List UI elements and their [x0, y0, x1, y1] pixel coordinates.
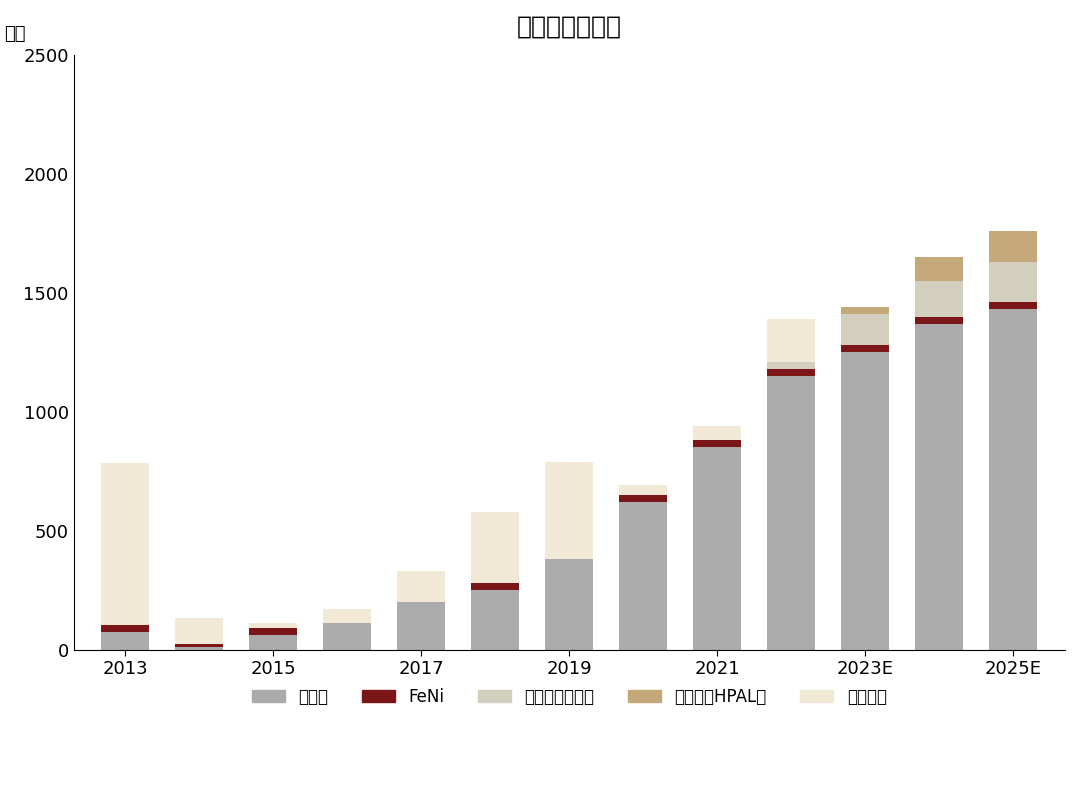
Bar — [471, 583, 519, 590]
Bar — [619, 502, 667, 649]
Bar — [767, 369, 815, 376]
Bar — [397, 602, 445, 649]
Bar — [102, 463, 149, 625]
Bar — [249, 628, 297, 635]
Bar — [841, 345, 889, 352]
Bar — [102, 632, 149, 649]
Bar — [619, 495, 667, 502]
Bar — [915, 324, 963, 649]
Bar — [841, 352, 889, 649]
Bar — [175, 618, 224, 644]
Bar — [767, 319, 815, 362]
Text: 千吨: 千吨 — [4, 25, 26, 43]
Bar — [397, 571, 445, 602]
Bar — [915, 281, 963, 316]
Title: 印尼镍产品供应: 印尼镍产品供应 — [517, 15, 622, 39]
Bar — [175, 644, 224, 647]
Legend: 镍生铁, FeNi, 高冰镍（火法）, 中间品（HPAL）, 镍矿出口: 镍生铁, FeNi, 高冰镍（火法）, 中间品（HPAL）, 镍矿出口 — [245, 681, 893, 713]
Bar — [323, 609, 372, 623]
Bar — [693, 447, 741, 649]
Bar — [841, 314, 889, 345]
Bar — [989, 231, 1037, 262]
Bar — [471, 511, 519, 583]
Bar — [693, 426, 741, 440]
Bar — [249, 635, 297, 649]
Bar — [471, 590, 519, 649]
Bar — [989, 302, 1037, 309]
Bar — [619, 485, 667, 495]
Bar — [841, 307, 889, 314]
Bar — [102, 625, 149, 632]
Bar — [175, 647, 224, 649]
Bar — [323, 623, 372, 649]
Bar — [767, 362, 815, 369]
Bar — [989, 262, 1037, 302]
Bar — [545, 462, 593, 559]
Bar — [915, 316, 963, 324]
Bar — [249, 623, 297, 628]
Bar — [989, 309, 1037, 649]
Bar — [767, 376, 815, 649]
Bar — [545, 559, 593, 649]
Bar — [915, 257, 963, 281]
Bar — [693, 440, 741, 447]
